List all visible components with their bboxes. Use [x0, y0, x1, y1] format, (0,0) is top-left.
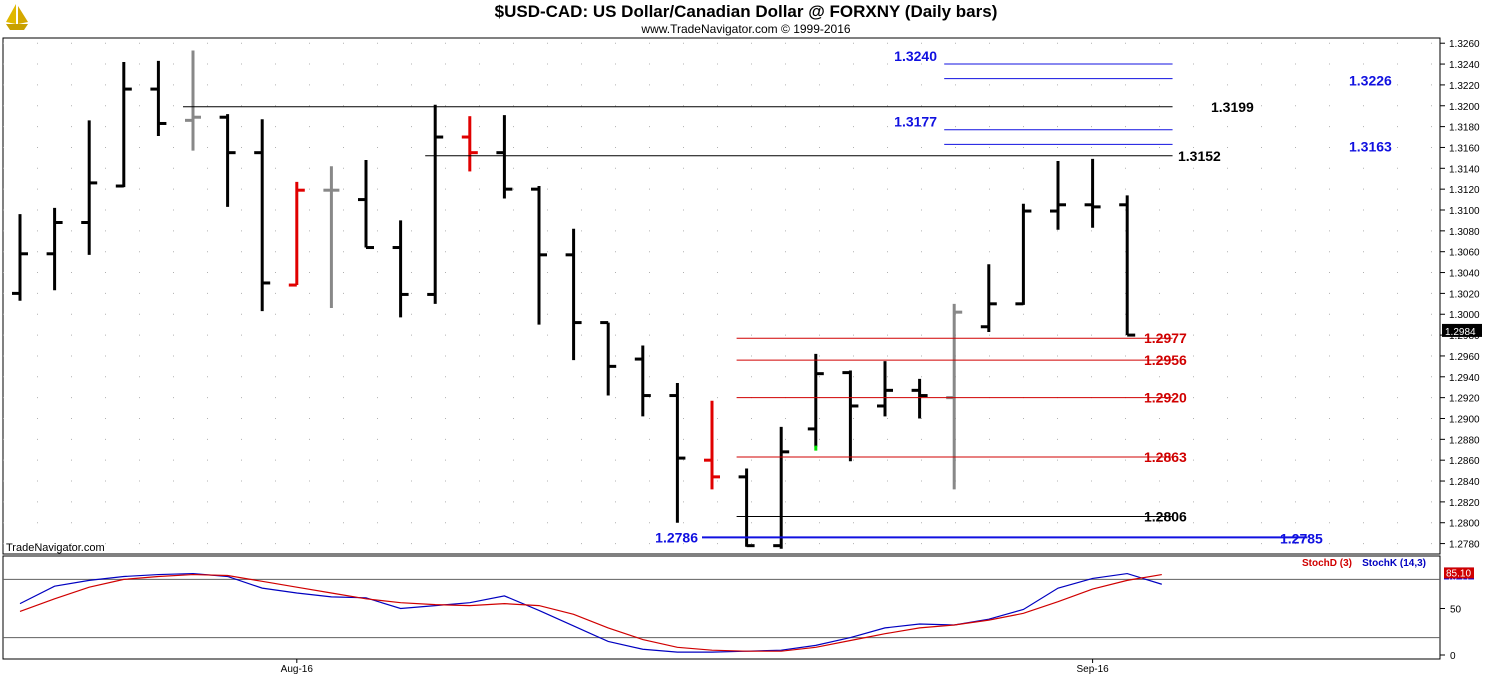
level-label: 1.3152: [1178, 148, 1221, 164]
price-tick-label: 1.2900: [1449, 414, 1480, 425]
x-tick-label: Sep-16: [1076, 664, 1109, 675]
signal-marker: [814, 445, 818, 451]
legend-stochk: StochK (14,3): [1362, 558, 1426, 569]
watermark: TradeNavigator.com: [6, 542, 105, 554]
stoch-grid: [3, 578, 1440, 639]
chart-subtitle: www.TradeNavigator.com © 1999-2016: [640, 22, 850, 36]
price-tick-label: 1.2940: [1449, 373, 1480, 384]
price-panel: [2, 37, 1441, 555]
x-axis: Aug-16 Sep-16: [281, 659, 1109, 675]
stoch-series-line: [19, 573, 1162, 652]
stoch-tick-label: 50: [1450, 605, 1462, 616]
price-tick-label: 1.3040: [1449, 269, 1480, 280]
stoch-panel: [2, 555, 1441, 660]
price-tick-label: 1.3180: [1449, 123, 1480, 134]
level-label: 1.2863: [1144, 449, 1187, 465]
legend-stochd: StochD (3): [1302, 558, 1352, 569]
chart-title: $USD-CAD: US Dollar/Canadian Dollar @ FO…: [495, 2, 998, 21]
x-tick-label: Aug-16: [281, 664, 314, 675]
level-label: 1.2920: [1144, 390, 1187, 406]
level-label: 1.2806: [1144, 508, 1187, 524]
price-tick-label: 1.2920: [1449, 394, 1480, 405]
level-label: 1.2785: [1280, 530, 1323, 546]
price-tick-label: 1.2840: [1449, 477, 1480, 488]
price-tick-label: 1.3060: [1449, 248, 1480, 259]
price-tick-label: 1.3220: [1449, 81, 1480, 92]
price-tick-label: 1.2880: [1449, 435, 1480, 446]
logo: [6, 4, 28, 30]
price-bars: [12, 50, 1136, 549]
price-levels: 1.3240 1.3226 1.3199 1.3177 1.3163 1.3152 1.29…: [183, 48, 1392, 546]
stoch-tick-label: 0: [1450, 651, 1456, 662]
last-price-label: 1.2984: [1445, 327, 1476, 338]
sailboat-logo-icon: [6, 4, 28, 30]
price-tick-label: 1.3240: [1449, 60, 1480, 71]
price-tick-label: 1.2960: [1449, 352, 1480, 363]
level-label: 1.3199: [1211, 99, 1254, 115]
stoch-lines: [19, 572, 1162, 653]
price-tick-label: 1.2820: [1449, 498, 1480, 509]
price-tick-label: 1.2800: [1449, 519, 1480, 530]
price-tick-label: 1.3140: [1449, 164, 1480, 175]
level-label: 1.3163: [1349, 138, 1392, 154]
price-tick-label: 1.3120: [1449, 185, 1480, 196]
level-label: 1.3177: [894, 114, 937, 130]
price-tick-label: 1.3160: [1449, 143, 1480, 154]
stochk-value-label: 78.11: [1446, 575, 1471, 586]
level-label: 1.2956: [1144, 352, 1187, 368]
price-tick-label: 1.3080: [1449, 227, 1480, 238]
price-tick-label: 1.2860: [1449, 456, 1480, 467]
price-tick-label: 1.3100: [1449, 206, 1480, 217]
level-label: 1.3240: [894, 48, 937, 64]
level-label: 1.2786: [655, 529, 698, 545]
price-tick-label: 1.3020: [1449, 289, 1480, 300]
price-tick-label: 1.3200: [1449, 102, 1480, 113]
price-tick-label: 1.3000: [1449, 310, 1480, 321]
level-label: 1.2977: [1144, 330, 1187, 346]
level-label: 1.3226: [1349, 73, 1392, 89]
last-price-tag: [1442, 323, 1482, 337]
stochd-value-tag: [1444, 567, 1474, 579]
price-tick-label: 1.2780: [1449, 540, 1480, 551]
price-tick-label: 1.3260: [1449, 39, 1480, 50]
price-axis: 1.2780 1.2800 1.2820 1.2840 1.2860 1.2880 1.29…: [1440, 39, 1482, 551]
stochd-value-label: 85.10: [1446, 568, 1471, 579]
